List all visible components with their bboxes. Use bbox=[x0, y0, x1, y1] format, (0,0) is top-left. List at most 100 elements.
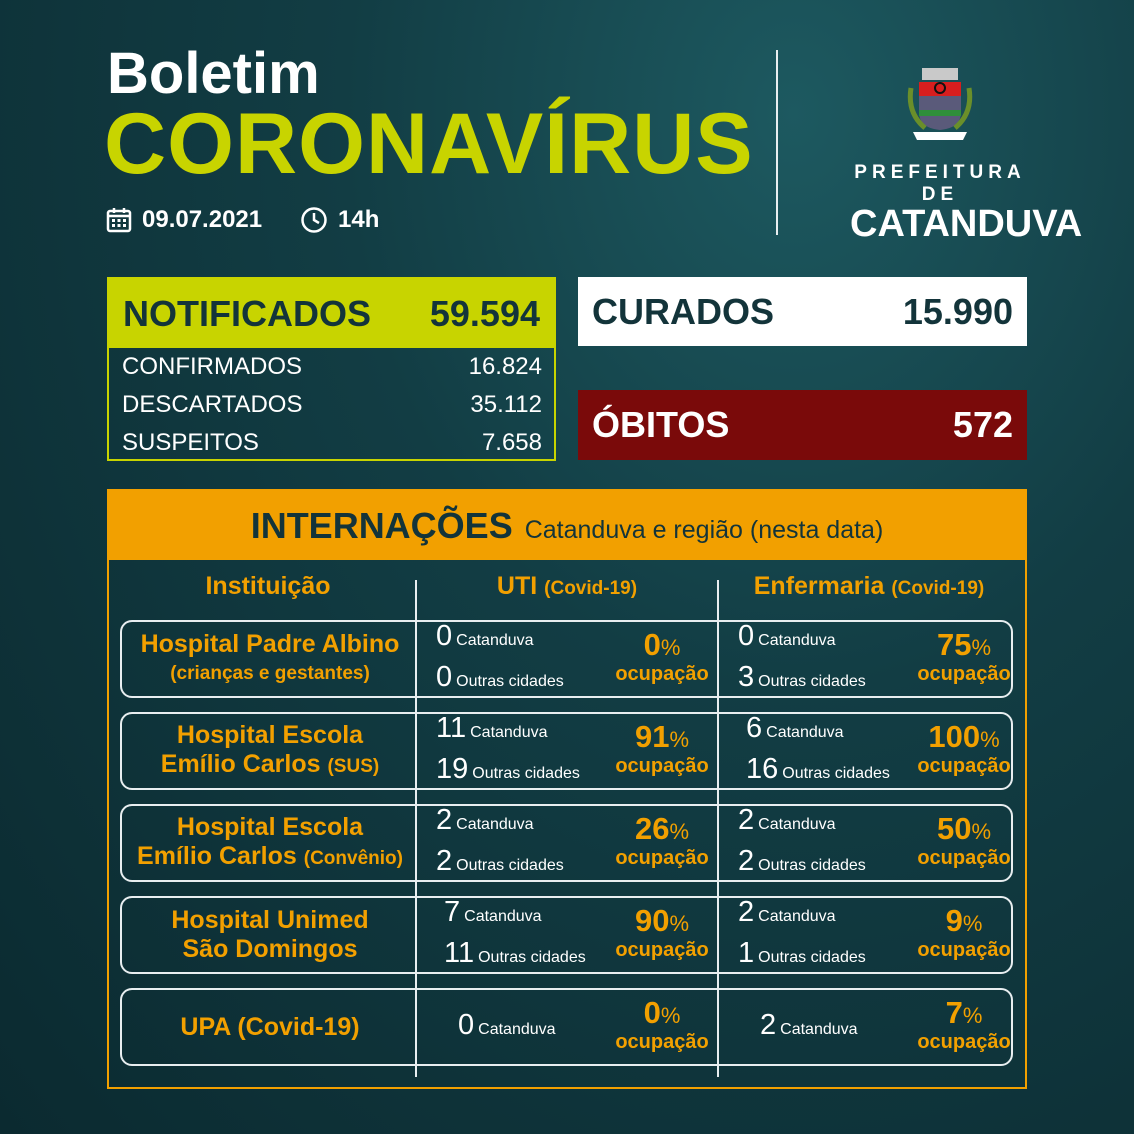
hospital-row: Hospital Unimed São Domingos 7 Catanduva 11 O… bbox=[120, 896, 1013, 974]
hospital-name-line1: Hospital Padre Albino bbox=[140, 630, 400, 658]
occupancy-label: ocupação bbox=[917, 662, 1011, 685]
uti-sub: (Covid-19) bbox=[544, 578, 638, 599]
count-label: Catanduva bbox=[758, 908, 836, 925]
logo-line2: CATANDUVA bbox=[850, 203, 1083, 245]
occupancy-number: 0 bbox=[643, 626, 661, 662]
occupancy-value: 91% bbox=[635, 721, 689, 753]
time-text: 14h bbox=[338, 206, 380, 233]
count-entry: 7 Catanduva bbox=[444, 894, 586, 935]
count-number: 0 bbox=[458, 1008, 475, 1041]
internacoes-panel: INTERNAÇÕES Catanduva e região (nesta dat… bbox=[107, 489, 1027, 1089]
percent-sign: % bbox=[660, 1002, 681, 1028]
enf-counts: 2 Catanduva 2 Outras cidades bbox=[738, 804, 866, 880]
count-label: Outras cidades bbox=[782, 765, 890, 782]
percent-sign: % bbox=[962, 1002, 983, 1028]
hospital-row: UPA (Covid-19) 0 Catanduva 0% ocupação 2 Catan… bbox=[120, 988, 1013, 1066]
hospital-name-line1: Hospital Escola bbox=[176, 721, 364, 749]
count-number: 2 bbox=[760, 1008, 777, 1041]
calendar-icon bbox=[106, 208, 132, 233]
column-divider bbox=[717, 580, 719, 1077]
occupancy-number: 0 bbox=[643, 994, 661, 1030]
uti-occupancy: 0% ocupação bbox=[607, 622, 717, 696]
col-header-uti: UTI (Covid-19) bbox=[416, 572, 718, 601]
occupancy-number: 26 bbox=[634, 810, 670, 846]
occupancy-number: 50 bbox=[936, 810, 972, 846]
count-label: Outras cidades bbox=[456, 673, 564, 690]
enf-occupancy: 50% ocupação bbox=[909, 806, 1019, 880]
hospital-name-line2: São Domingos bbox=[182, 935, 357, 964]
hospital-name-line1: Hospital Unimed bbox=[171, 906, 369, 934]
curados-value: 15.990 bbox=[902, 290, 1013, 332]
enf-counts: 6 Catanduva 16 Outras cidades bbox=[746, 712, 890, 788]
logo-line1: PREFEITURA DE bbox=[854, 162, 1026, 205]
stat-row: CONFIRMADOS 16.824 bbox=[109, 348, 554, 386]
count-label: Outras cidades bbox=[456, 857, 564, 874]
occupancy-number: 75 bbox=[936, 626, 972, 662]
occupancy-label: ocupação bbox=[615, 754, 709, 777]
date: 09.07.2021 bbox=[106, 206, 262, 234]
hospital-name-line1: UPA (Covid-19) bbox=[180, 1012, 360, 1041]
count-entry: 6 Catanduva bbox=[746, 710, 890, 751]
count-entry: 0 Catanduva bbox=[738, 618, 866, 659]
count-label: Catanduva bbox=[470, 724, 548, 741]
count-entry: 2 Catanduva bbox=[436, 802, 564, 843]
count-entry: 2 Catanduva bbox=[760, 1007, 858, 1048]
hospital-name-line2-text: Emílio Carlos bbox=[137, 842, 297, 870]
count-number: 2 bbox=[738, 845, 755, 877]
count-number: 2 bbox=[436, 845, 453, 877]
count-entry: 2 Catanduva bbox=[738, 894, 866, 935]
hospital-row: Hospital Escola Emílio Carlos (Convênio) 2… bbox=[120, 804, 1013, 882]
occupancy-value: 50% bbox=[937, 813, 992, 845]
hospital-name-suffix: (Convênio) bbox=[303, 848, 403, 869]
uti-label: UTI bbox=[496, 572, 538, 600]
count-number: 6 bbox=[746, 712, 763, 744]
occupancy-label: ocupação bbox=[917, 1030, 1011, 1053]
stat-value: 16.824 bbox=[468, 353, 542, 380]
enf-occupancy: 75% ocupação bbox=[909, 622, 1019, 696]
count-number: 2 bbox=[738, 896, 755, 928]
uti-counts: 7 Catanduva 11 Outras cidades bbox=[444, 896, 586, 972]
count-number: 2 bbox=[436, 804, 453, 836]
count-number: 11 bbox=[444, 937, 475, 969]
obitos-label: ÓBITOS bbox=[592, 404, 730, 445]
stat-value: 35.112 bbox=[470, 391, 542, 418]
col-header-instituicao: Instituição bbox=[205, 572, 331, 600]
hospital-name: Hospital Padre Albino (crianças e gestant… bbox=[122, 622, 418, 696]
count-number: 3 bbox=[738, 661, 755, 693]
enf-occupancy: 9% ocupação bbox=[909, 898, 1019, 972]
count-label: Catanduva bbox=[780, 1020, 858, 1038]
count-label: Catanduva bbox=[766, 724, 844, 741]
col-header-enfermaria: Enfermaria (Covid-19) bbox=[718, 572, 1020, 601]
count-number: 0 bbox=[738, 620, 755, 652]
occupancy-label: ocupação bbox=[615, 846, 709, 869]
count-number: 7 bbox=[444, 896, 461, 928]
count-label: Catanduva bbox=[464, 908, 542, 925]
title-coronavirus: CORONAVÍRUS bbox=[104, 96, 754, 192]
enf-label: Enfermaria bbox=[753, 572, 885, 600]
percent-sign: % bbox=[971, 634, 992, 660]
obitos-value: 572 bbox=[952, 404, 1013, 445]
count-entry: 11 Catanduva bbox=[436, 710, 580, 751]
count-entry: 0 Outras cidades bbox=[436, 659, 564, 700]
percent-sign: % bbox=[980, 726, 1000, 752]
count-number: 0 bbox=[436, 661, 453, 693]
occupancy-number: 91 bbox=[634, 718, 670, 754]
time: 14h bbox=[300, 206, 379, 234]
percent-sign: % bbox=[971, 818, 992, 844]
column-divider bbox=[415, 580, 417, 1077]
uti-occupancy: 0% ocupação bbox=[607, 990, 717, 1064]
count-number: 1 bbox=[738, 937, 755, 969]
hospital-name-line2-text: São Domingos bbox=[182, 935, 358, 963]
occupancy-label: ocupação bbox=[917, 846, 1011, 869]
curados-label: CURADOS bbox=[592, 290, 775, 332]
occupancy-number: 90 bbox=[634, 902, 670, 938]
count-label: Catanduva bbox=[758, 632, 836, 649]
hospital-row: Hospital Padre Albino (crianças e gestant… bbox=[120, 620, 1013, 698]
uti-occupancy: 90% ocupação bbox=[607, 898, 717, 972]
count-entry: 19 Outras cidades bbox=[436, 751, 580, 792]
count-label: Outras cidades bbox=[758, 857, 866, 874]
count-number: 16 bbox=[746, 753, 779, 785]
count-label: Catanduva bbox=[758, 816, 836, 833]
enf-occupancy: 100% ocupação bbox=[909, 714, 1019, 788]
uti-counts: 2 Catanduva 2 Outras cidades bbox=[436, 804, 564, 880]
